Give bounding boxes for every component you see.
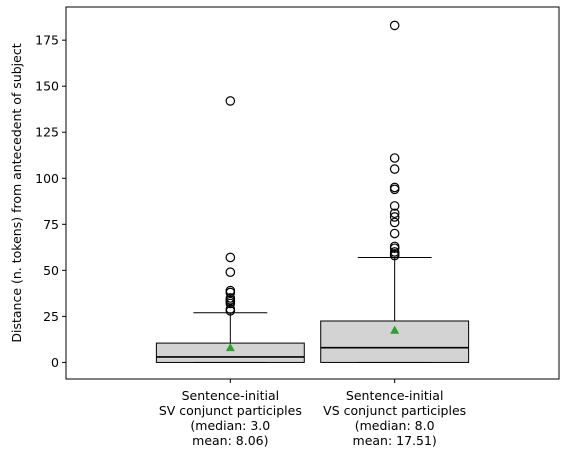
mean-marker: [225, 343, 235, 352]
x-tick-label-line: VS conjunct participles: [323, 403, 466, 418]
outlier-point: [225, 252, 236, 263]
x-tick-label-line: mean: 17.51): [353, 433, 437, 448]
x-tick-label: Sentence-initial VS conjunct participles(…: [323, 388, 466, 448]
outlier-point: [389, 241, 400, 252]
x-tick-label-line: Sentence-initial: [182, 388, 280, 403]
box-1: [155, 96, 305, 363]
outlier-point: [389, 201, 400, 211]
x-tick-label-line: (median: 8.0: [355, 418, 435, 433]
y-tick-label: 50: [43, 263, 59, 278]
outlier-point: [389, 164, 400, 174]
y-tick-label: 125: [35, 125, 59, 140]
outlier-point: [389, 217, 400, 228]
plot-area: [66, 7, 559, 379]
outlier-point: [389, 247, 400, 257]
y-tick-label: 100: [35, 171, 59, 186]
outlier-point: [389, 212, 400, 222]
outlier-point: [225, 293, 236, 303]
y-tick-label: 175: [35, 33, 59, 48]
plot-frame: [65, 6, 560, 380]
x-tick-label-line: mean: 8.06): [192, 433, 268, 448]
x-tick-label-line: Sentence-initial: [346, 388, 444, 403]
x-axis: Sentence-initial SV conjunct participles(…: [159, 379, 466, 448]
outlier-point: [225, 96, 236, 106]
y-tick-label: 25: [43, 309, 59, 324]
y-tick-label: 75: [43, 217, 59, 232]
box-2: [320, 20, 470, 363]
y-tick-label: 0: [51, 355, 59, 370]
outlier-point: [225, 285, 236, 296]
y-axis-label: Distance (n. tokens) from antecedent of …: [9, 43, 24, 342]
outlier-point: [389, 228, 400, 239]
boxes: [155, 20, 470, 363]
outlier-point: [389, 182, 400, 193]
outlier-point: [389, 153, 400, 163]
x-tick-label: Sentence-initial SV conjunct participles(…: [159, 388, 302, 448]
outlier-point: [389, 20, 400, 31]
outlier-point: [225, 267, 236, 277]
outlier-point: [389, 208, 400, 219]
x-tick-label-line: (median: 3.0: [190, 418, 270, 433]
outlier-point: [225, 304, 236, 314]
y-axis: 0 25 50 75 100 125 150 175: [35, 33, 66, 370]
mean-marker: [390, 325, 400, 334]
x-tick-label-line: SV conjunct participles: [159, 403, 302, 418]
y-tick-label: 150: [35, 79, 59, 94]
